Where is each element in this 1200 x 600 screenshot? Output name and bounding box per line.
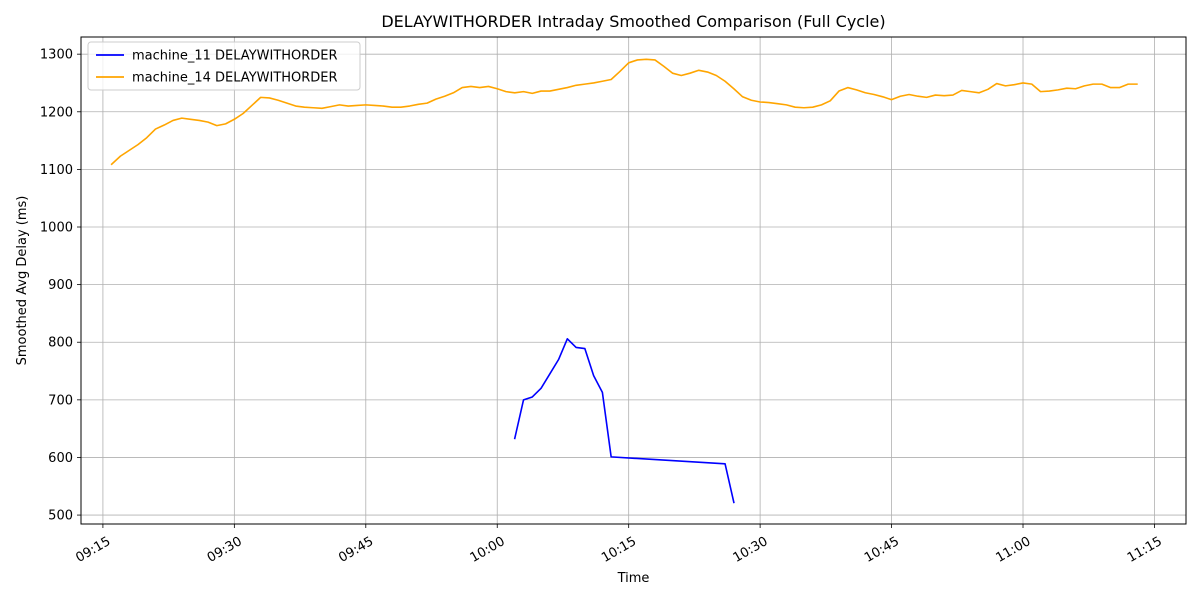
x-axis-title: Time [617, 571, 650, 586]
y-tick-label: 1000 [40, 221, 73, 236]
y-tick-label: 800 [48, 336, 73, 351]
plot-frame [80, 36, 1187, 525]
series-layer [110, 58, 1138, 504]
legend-label-1: machine_11 DELAYWITHORDER [132, 49, 338, 64]
y-tick-label: 1200 [40, 105, 73, 120]
y-tick-label: 1300 [40, 48, 73, 63]
legend-label-2: machine_14 DELAYWITHORDER [132, 71, 338, 86]
y-tick-label: 500 [48, 509, 73, 524]
legend: machine_11 DELAYWITHORDER machine_14 DELA… [87, 41, 361, 91]
chart-title: DELAYWITHORDER Intraday Smoothed Compari… [381, 12, 885, 31]
y-tick-label: 900 [48, 278, 73, 293]
series-line-1 [513, 337, 735, 504]
series-line-2 [110, 58, 1138, 166]
legend-box [87, 41, 361, 91]
y-tick-label: 1100 [40, 163, 73, 178]
y-tick-label: 700 [48, 393, 73, 408]
y-axis-title: Smoothed Avg Delay (ms) [15, 196, 30, 366]
y-tick-label: 600 [48, 451, 73, 466]
